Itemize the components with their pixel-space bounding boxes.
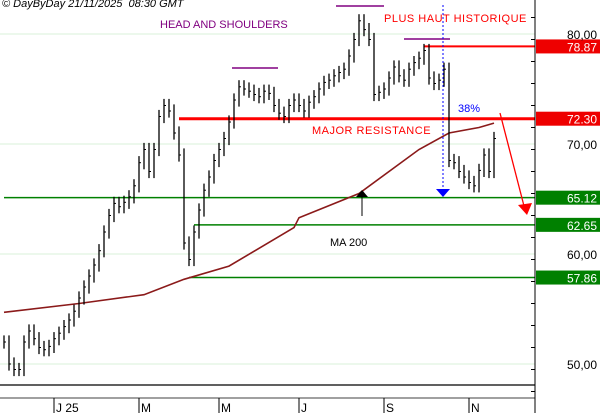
x-tick-label: M (221, 401, 231, 413)
up-triangle-icon (356, 190, 368, 197)
level-badge-label: 65.12 (567, 192, 597, 206)
level-badge (536, 270, 600, 285)
major-resistance-label: MAJOR RESISTANCE (312, 125, 431, 137)
level-badge (536, 39, 600, 54)
ma200-line (3, 122, 495, 314)
level-badge-label: 72.30 (567, 113, 597, 127)
x-tick-label: M (141, 401, 151, 413)
down-triangle-icon (436, 189, 450, 197)
y-tick-label: 60,00 (567, 248, 597, 262)
x-tick-label: S (386, 401, 394, 413)
retracement-label: 38% (458, 103, 480, 115)
copyright-header: © DayByDay 21/11/2025 08:30 GMT (2, 0, 184, 10)
level-badge-label: 57.86 (567, 272, 597, 286)
y-tick-label: 70,00 (567, 138, 597, 152)
all-time-high-label: PLUS HAUT HISTORIQUE (384, 13, 527, 25)
level-badge (536, 217, 600, 232)
level-badge-label: 78.87 (567, 40, 597, 54)
level-badge (536, 190, 600, 205)
x-tick-label: N (471, 401, 480, 413)
bearish-arrow-head-icon (518, 203, 532, 215)
y-tick-label: 50,00 (567, 358, 597, 372)
ma200-label: MA 200 (330, 237, 367, 249)
level-badge-label: 62.65 (567, 219, 597, 233)
x-tick-label: J (301, 401, 307, 413)
level-badge (536, 111, 600, 126)
head-and-shoulders-label: HEAD AND SHOULDERS (160, 19, 288, 31)
x-tick-label: J 25 (56, 401, 79, 413)
bearish-arrow-line (499, 112, 525, 207)
y-tick-label: 80,00 (567, 28, 597, 42)
